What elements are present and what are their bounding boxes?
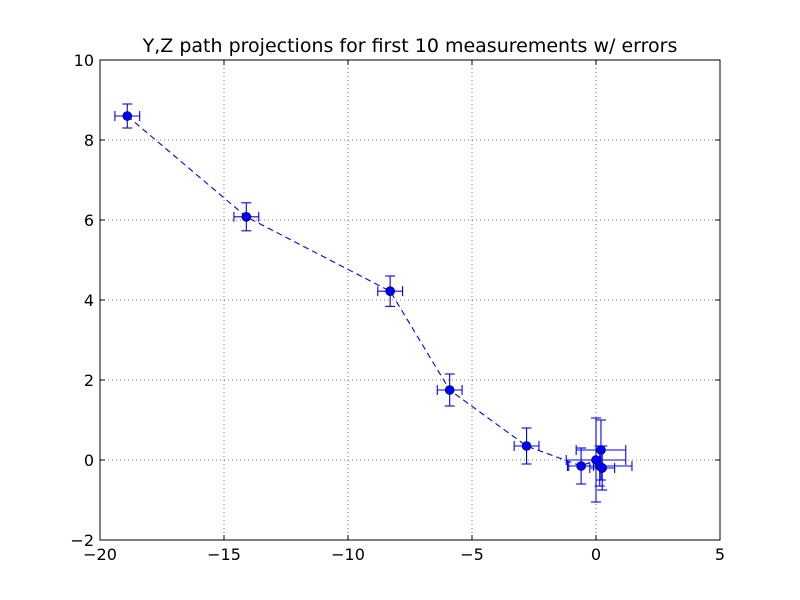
data-point-group [233, 202, 260, 232]
data-point-group [589, 445, 616, 491]
data-point [122, 111, 133, 121]
x-tick-label: −5 [460, 545, 484, 564]
data-point-group [114, 103, 141, 129]
y-tick-label: 2 [84, 371, 94, 390]
chart-title: Y,Z path projections for first 10 measur… [142, 35, 678, 57]
y-tick-label: 8 [84, 131, 94, 150]
data-point-group [377, 275, 404, 307]
y-tick-label: 10 [74, 51, 94, 70]
data-point [444, 385, 455, 395]
data-series [114, 103, 633, 503]
grid-lines [100, 60, 720, 540]
y-tick-label: 0 [84, 451, 94, 470]
data-point [596, 445, 606, 455]
data-point [241, 212, 252, 222]
data-point-group [436, 373, 463, 407]
y-tick-label: −2 [70, 531, 94, 550]
data-point [385, 286, 395, 297]
series-line [126, 115, 603, 469]
y-tick-label: 6 [84, 211, 94, 230]
x-tick-label: 0 [591, 545, 601, 564]
x-tick-label: −20 [83, 545, 117, 564]
x-tick-label: −10 [331, 545, 365, 564]
data-point [597, 463, 608, 473]
x-tick-label: −15 [207, 545, 241, 564]
x-tick-label: 5 [715, 545, 725, 564]
data-point-group [513, 427, 540, 465]
y-tick-label: 4 [84, 291, 94, 310]
data-point [521, 441, 532, 451]
data-point-group [565, 417, 627, 503]
